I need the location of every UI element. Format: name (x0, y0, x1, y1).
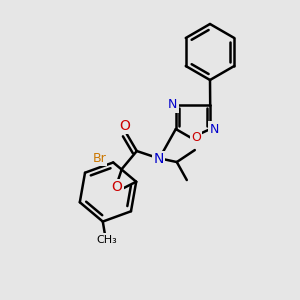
Text: O: O (111, 180, 122, 194)
Text: N: N (209, 122, 219, 136)
Text: Br: Br (92, 152, 106, 165)
Text: O: O (191, 131, 201, 144)
Text: CH₃: CH₃ (96, 235, 117, 244)
Text: O: O (119, 119, 130, 133)
Text: N: N (168, 98, 178, 112)
Text: N: N (154, 152, 164, 166)
